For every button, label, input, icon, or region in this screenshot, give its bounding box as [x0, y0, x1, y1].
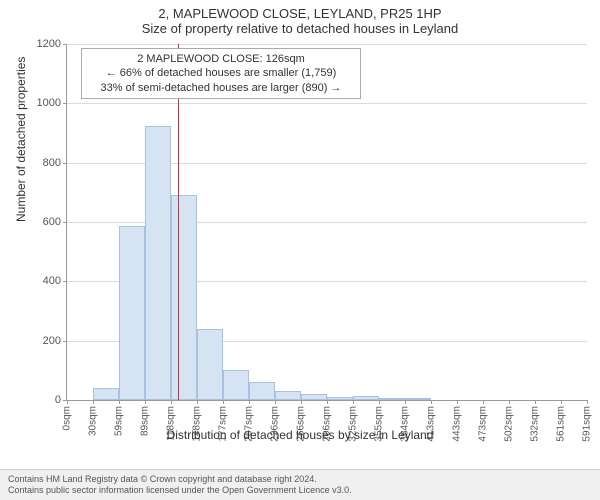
y-tick-mark	[63, 341, 67, 342]
gridline	[67, 103, 587, 104]
plot-area: 0200400600800100012000sqm30sqm59sqm89sqm…	[66, 44, 587, 401]
histogram-bar	[145, 126, 171, 400]
y-tick-label: 600	[43, 216, 61, 228]
x-axis-label: Distribution of detached houses by size …	[0, 428, 600, 442]
footer-line-1: Contains HM Land Registry data © Crown c…	[8, 474, 592, 485]
x-tick-mark	[223, 400, 224, 404]
y-tick-label: 1200	[37, 38, 61, 50]
x-tick-mark	[275, 400, 276, 404]
y-tick-label: 800	[43, 157, 61, 169]
histogram-bar	[353, 396, 379, 400]
histogram-bar	[93, 388, 119, 400]
histogram-bar	[119, 226, 145, 400]
chart-subtitle: Size of property relative to detached ho…	[0, 21, 600, 40]
x-tick-mark	[301, 400, 302, 404]
x-tick-mark	[561, 400, 562, 404]
x-tick-mark	[67, 400, 68, 404]
x-tick-mark	[249, 400, 250, 404]
y-tick-label: 400	[43, 275, 61, 287]
y-tick-label: 1000	[37, 97, 61, 109]
x-tick-mark	[379, 400, 380, 404]
x-tick-label: 0sqm	[62, 406, 73, 430]
histogram-bar	[197, 329, 223, 400]
x-tick-mark	[145, 400, 146, 404]
y-tick-mark	[63, 44, 67, 45]
x-tick-mark	[93, 400, 94, 404]
y-axis-label: Number of detached properties	[14, 57, 28, 222]
x-tick-mark	[171, 400, 172, 404]
footer-line-2: Contains public sector information licen…	[8, 485, 592, 496]
y-tick-mark	[63, 103, 67, 104]
annotation-line-3: 33% of semi-detached houses are larger (…	[88, 81, 354, 95]
annotation-line-2: ← 66% of detached houses are smaller (1,…	[88, 66, 354, 80]
x-tick-mark	[483, 400, 484, 404]
x-tick-mark	[405, 400, 406, 404]
x-tick-mark	[197, 400, 198, 404]
x-tick-mark	[431, 400, 432, 404]
footer-attribution: Contains HM Land Registry data © Crown c…	[0, 469, 600, 500]
y-tick-label: 0	[55, 394, 61, 406]
x-tick-mark	[457, 400, 458, 404]
y-tick-mark	[63, 163, 67, 164]
annotation-line-1: 2 MAPLEWOOD CLOSE: 126sqm	[88, 52, 354, 66]
gridline	[67, 44, 587, 45]
annotation-box: 2 MAPLEWOOD CLOSE: 126sqm ← 66% of detac…	[81, 48, 361, 99]
y-tick-mark	[63, 281, 67, 282]
histogram-bar	[327, 397, 353, 400]
histogram-bar	[223, 370, 249, 400]
histogram-bar	[301, 394, 327, 400]
chart-address-title: 2, MAPLEWOOD CLOSE, LEYLAND, PR25 1HP	[0, 0, 600, 21]
histogram-bar	[379, 398, 405, 400]
x-tick-mark	[353, 400, 354, 404]
histogram-bar	[405, 398, 431, 400]
histogram-bar	[171, 195, 197, 400]
y-tick-mark	[63, 222, 67, 223]
x-tick-mark	[119, 400, 120, 404]
histogram-bar	[275, 391, 301, 400]
x-tick-mark	[327, 400, 328, 404]
chart-container: { "header": { "address": "2, MAPLEWOOD C…	[0, 0, 600, 500]
x-tick-mark	[535, 400, 536, 404]
histogram-bar	[249, 382, 275, 400]
x-tick-mark	[509, 400, 510, 404]
x-tick-mark	[587, 400, 588, 404]
y-tick-label: 200	[43, 335, 61, 347]
